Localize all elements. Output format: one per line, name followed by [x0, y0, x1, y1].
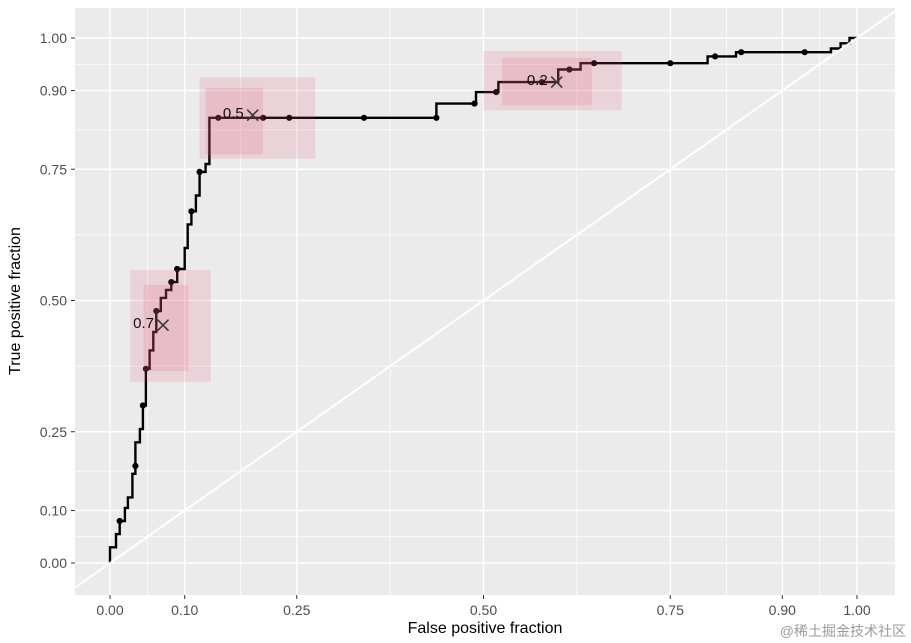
x-tick-label: 1.00: [843, 602, 870, 618]
y-axis-title: True positive fraction: [7, 227, 24, 375]
roc-point: [139, 402, 146, 409]
x-tick-label: 0.00: [96, 602, 123, 618]
chance-diagonal: [75, 10, 895, 589]
roc-point: [260, 114, 267, 121]
roc-point: [142, 365, 149, 372]
y-tick-label: 1.00: [40, 30, 67, 46]
x-tick-label: 0.50: [470, 602, 497, 618]
roc-point: [286, 114, 293, 121]
roc-point: [566, 66, 573, 73]
roc-point: [116, 517, 123, 525]
roc-point: [215, 114, 222, 121]
x-tick-label: 0.90: [769, 602, 796, 618]
x-tick-label: 0.75: [657, 602, 684, 618]
roc-point: [188, 208, 195, 215]
threshold-region-inner: [502, 58, 592, 106]
y-tick-label: 0.25: [40, 424, 67, 440]
x-axis-title: False positive fraction: [408, 620, 563, 637]
roc-point: [591, 60, 598, 67]
threshold-region: [199, 77, 316, 159]
threshold-region-inner: [205, 87, 264, 155]
roc-point: [153, 307, 160, 315]
watermark: @稀土掘金技术社区: [780, 623, 906, 639]
roc-point: [712, 53, 719, 60]
roc-point: [174, 265, 181, 273]
roc-point: [801, 49, 808, 56]
threshold-label: 0.7: [133, 315, 154, 332]
threshold-x-marker: [156, 319, 170, 332]
threshold-region: [130, 270, 211, 382]
plot-layers: 0.7 0.5 0.2 0.00 0.10 0.25 0.50 0.75 0.90 1.00 0.0…: [40, 8, 895, 618]
roc-curve: [108, 36, 857, 563]
threshold-region: [483, 51, 622, 111]
roc-point: [196, 168, 203, 175]
roc-point: [667, 60, 674, 67]
roc-point: [471, 100, 478, 107]
threshold-label: 0.5: [223, 105, 244, 122]
roc-point: [360, 114, 368, 121]
y-tick-label: 0.00: [40, 555, 67, 571]
panel-data-layers: [75, 10, 895, 589]
roc-point: [168, 279, 175, 286]
roc-point: [433, 114, 440, 121]
threshold-x-marker: [550, 76, 563, 89]
y-tick-label: 0.75: [40, 161, 67, 177]
plot-panel: [75, 8, 895, 595]
threshold-label: 0.2: [527, 72, 548, 89]
y-tick-label: 0.90: [40, 83, 67, 99]
roc-point: [132, 462, 139, 469]
y-tick-label: 0.10: [40, 503, 67, 519]
roc-point: [738, 49, 745, 56]
y-tick-label: 0.50: [40, 293, 67, 309]
x-tick-label: 0.25: [283, 602, 310, 618]
x-tick-label: 0.10: [171, 602, 198, 618]
threshold-x-marker: [246, 109, 259, 122]
roc-point: [538, 79, 545, 86]
roc-point: [493, 89, 500, 96]
